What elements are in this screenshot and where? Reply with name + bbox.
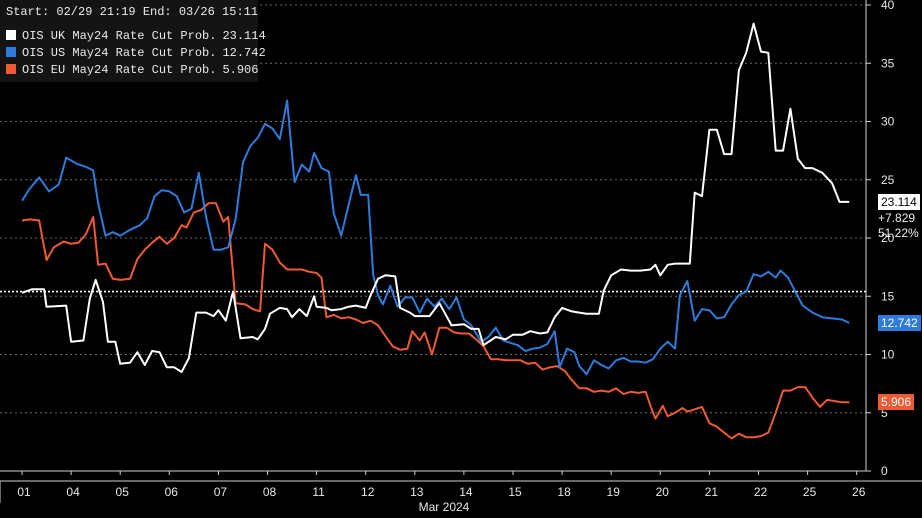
x-tick-label: 12 — [361, 485, 375, 499]
y-tick-label: 25 — [881, 173, 895, 187]
us-last-value-label: 12.742 — [878, 314, 921, 331]
uk-last-value-label: 23.114 — [878, 193, 920, 210]
x-tick-label: 26 — [852, 485, 866, 499]
legend-entry-value: 12.742 — [222, 46, 266, 60]
y-tick-label: 30 — [881, 115, 895, 129]
legend-swatch — [6, 47, 16, 57]
legend: Start: 02/29 21:19 End: 03/26 15:11 OIS … — [0, 0, 266, 82]
x-tick-label: 01 — [17, 485, 31, 499]
gridlines — [0, 4, 866, 414]
x-tick-label: 15 — [508, 485, 522, 499]
y-tick-label: 35 — [881, 56, 895, 70]
difference-label: +7.829 — [878, 210, 916, 225]
series-layer — [21, 22, 850, 440]
x-tick-label: 20 — [656, 485, 670, 499]
x-tick-label: 11 — [312, 485, 325, 499]
legend-swatch — [6, 64, 16, 74]
x-tick-label: 19 — [607, 485, 621, 499]
x-tick-label: 21 — [705, 485, 719, 499]
percent-difference-label: 51.22% — [878, 225, 919, 240]
y-axis: 0 5 10 15 20 25 30 35 40 — [866, 0, 895, 478]
legend-entry-name: OIS EU May24 Rate Cut Prob. — [22, 63, 217, 77]
x-tick-label: 05 — [116, 485, 130, 499]
legend-entry[interactable]: OIS US May24 Rate Cut Prob. 12.742 — [6, 45, 266, 61]
y-tick-label: 10 — [881, 348, 895, 362]
y-tick-label: 20 — [881, 231, 895, 245]
legend-entry-value: 5.906 — [222, 63, 259, 77]
axes — [0, 0, 922, 482]
x-axis-label: Mar 2024 — [419, 500, 470, 514]
legend-entry[interactable]: OIS UK May24 Rate Cut Prob. 23.114 — [6, 28, 266, 44]
series-line-uk — [21, 22, 850, 373]
legend-entry-value: 23.114 — [222, 29, 266, 43]
y-tick-label: 0 — [881, 464, 888, 478]
legend-entry-name: OIS UK May24 Rate Cut Prob. — [22, 29, 217, 43]
x-tick-label: 14 — [459, 485, 473, 499]
legend-entry-name: OIS US May24 Rate Cut Prob. — [22, 46, 217, 60]
x-tick-label: 06 — [165, 485, 179, 499]
legend-header: Start: 02/29 21:19 End: 03/26 15:11 — [6, 5, 259, 19]
y-tick-label: 5 — [881, 406, 888, 420]
legend-swatch — [6, 30, 16, 40]
x-tick-label: 13 — [410, 485, 424, 499]
series-line-eu — [21, 202, 850, 440]
x-tick-label: 18 — [557, 485, 571, 499]
legend-entry[interactable]: OIS EU May24 Rate Cut Prob. 5.906 — [6, 62, 258, 78]
series-line-us — [21, 99, 850, 376]
x-tick-label: 25 — [803, 485, 817, 499]
x-tick-label: 04 — [66, 485, 80, 499]
y-tick-label: 15 — [881, 289, 895, 303]
y-tick-label: 40 — [881, 0, 895, 12]
x-tick-label: 07 — [214, 485, 228, 499]
eu-last-value-label: 5.906 — [878, 394, 915, 411]
x-tick-label: 08 — [263, 485, 277, 499]
x-axis: 01 04 05 06 07 08 11 12 13 14 15 18 19 20 21 22 25 26 — [0, 471, 866, 503]
x-tick-label: 22 — [754, 485, 768, 499]
